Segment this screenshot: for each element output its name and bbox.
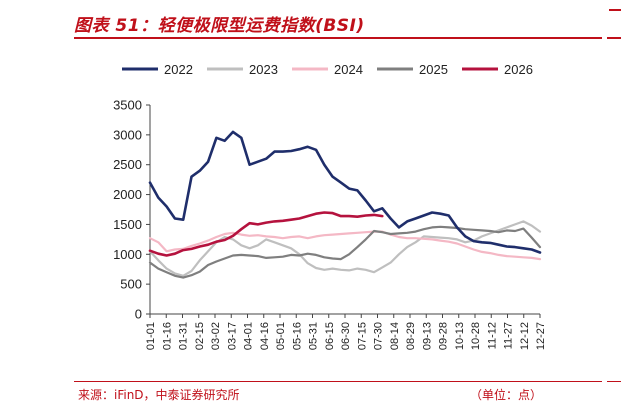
unit-note: （单位：点）	[470, 388, 543, 402]
series-line-2026	[148, 211, 384, 257]
y-tick-label: 2000	[113, 187, 142, 202]
x-tick-label: 03-02	[210, 322, 222, 350]
x-axis: 01-01 01-16 01-31 02-15 03-02 03-17 04-01 04-16…	[145, 313, 547, 350]
legend-label-2023: 2023	[249, 62, 278, 77]
series-line-2022	[148, 130, 542, 254]
x-tick-label: 10-13	[454, 322, 466, 350]
legend-label-2024: 2024	[334, 62, 363, 77]
x-tick-label: 04-01	[243, 322, 255, 350]
x-tick-label: 01-16	[161, 322, 173, 350]
line-chart: 2022 2023 2024 2025 2026 0 500 1000 1500 2000 250…	[113, 62, 547, 350]
footer-rule	[74, 381, 602, 382]
x-tick-label: 08-14	[389, 322, 401, 350]
x-tick-label: 02-15	[194, 322, 206, 350]
x-tick-label: 10-28	[470, 322, 482, 350]
series-line-2024	[148, 230, 542, 261]
x-tick-label: 06-30	[340, 322, 352, 350]
x-tick-label: 04-16	[259, 322, 271, 350]
corner-mark-top	[609, 9, 621, 11]
title-rule-right	[607, 37, 621, 39]
x-tick-label: 07-30	[373, 322, 385, 350]
legend-label-2022: 2022	[164, 62, 193, 77]
chart-legend: 2022 2023 2024 2025 2026	[122, 62, 533, 77]
series-line-2023	[148, 220, 542, 277]
series-line-2025	[148, 225, 542, 279]
y-tick-label: 0	[135, 307, 142, 322]
x-tick-label: 07-15	[356, 322, 368, 350]
x-tick-label: 05-16	[291, 322, 303, 350]
y-tick-label: 3000	[113, 127, 142, 142]
chart-title: 图表 51：轻便极限型运费指数(BSI)	[74, 16, 365, 36]
x-tick-label: 11-12	[486, 322, 498, 349]
y-axis: 0 500 1000 1500 2000 2500 3000 3500	[113, 98, 151, 322]
chart-title-row: 图表 51：轻便极限型运费指数(BSI)	[74, 11, 594, 37]
x-tick-label: 12-27	[535, 322, 547, 350]
source-note: 来源：iFinD，中泰证券研究所	[78, 388, 240, 402]
x-tick-label: 06-15	[324, 322, 336, 350]
y-tick-label: 500	[120, 277, 142, 292]
x-tick-label: 12-12	[519, 322, 531, 350]
x-tick-label: 01-01	[145, 322, 157, 350]
legend-label-2026: 2026	[504, 62, 533, 77]
y-tick-label: 1500	[113, 217, 142, 232]
chart-series-lines	[148, 130, 542, 279]
x-tick-label: 11-27	[503, 322, 515, 349]
legend-label-2025: 2025	[419, 62, 448, 77]
y-tick-label: 3500	[113, 98, 142, 113]
x-tick-label: 03-17	[226, 322, 238, 350]
x-tick-label: 09-28	[438, 322, 450, 350]
title-rule	[74, 37, 602, 39]
x-tick-label: 01-31	[178, 322, 190, 350]
y-tick-label: 2500	[113, 157, 142, 172]
x-tick-label: 05-31	[308, 322, 320, 350]
footer-rule-right	[607, 381, 621, 382]
x-tick-label: 08-29	[405, 322, 417, 350]
x-tick-label: 05-01	[275, 322, 287, 350]
x-tick-label: 09-13	[421, 322, 433, 350]
y-tick-label: 1000	[113, 247, 142, 262]
